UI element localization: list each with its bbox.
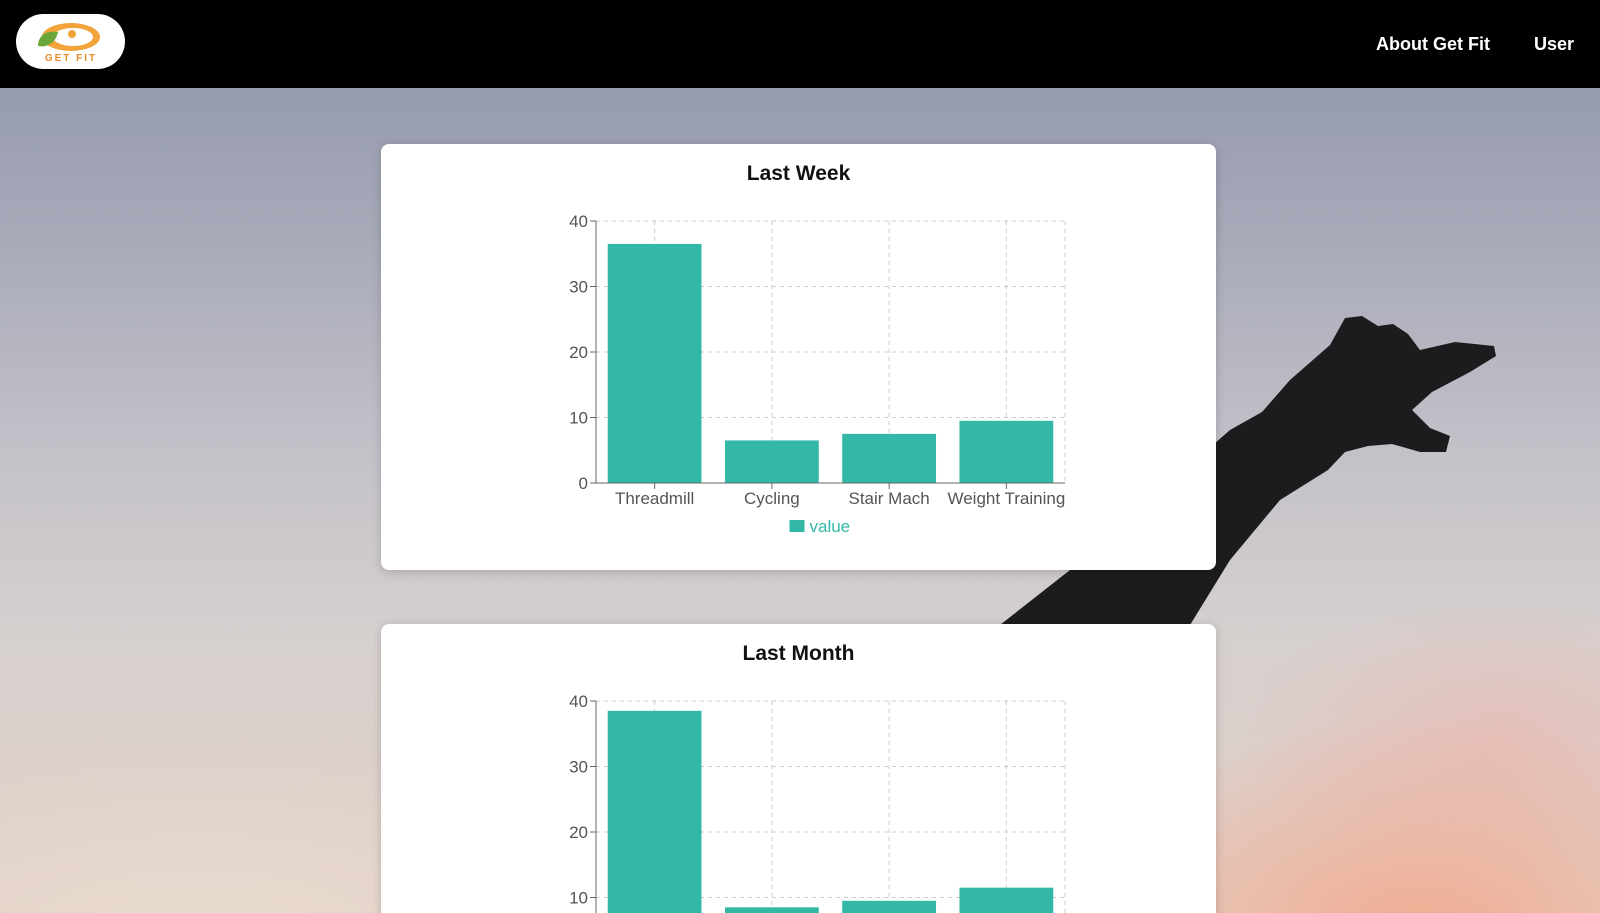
nav-about-get-fit[interactable]: About Get Fit — [1375, 33, 1490, 54]
y-tick-label: 40 — [569, 692, 588, 711]
last-week-card: Last Week 0 10 20 30 40 Threadmill Cycling Stai… — [381, 144, 1216, 570]
bar-stair-mach[interactable] — [842, 900, 937, 913]
y-tick-label: 40 — [569, 212, 588, 231]
bar-weight-training[interactable] — [959, 420, 1054, 483]
y-tick-label: 20 — [569, 343, 588, 362]
logo-text: GET FIT — [45, 53, 97, 64]
y-tick-label: 30 — [569, 758, 588, 777]
bar-cycling[interactable] — [724, 440, 819, 483]
nav-user[interactable]: User — [1533, 33, 1574, 54]
y-tick-label: 30 — [569, 278, 588, 297]
bar-threadmill[interactable] — [607, 710, 702, 913]
leaf-icon — [38, 31, 58, 47]
legend-swatch — [789, 520, 805, 532]
y-tick-label: 10 — [569, 409, 588, 428]
x-tick-label: Cycling — [744, 489, 800, 508]
get-fit-logo[interactable]: GET FIT — [16, 14, 125, 69]
y-tick-label: 0 — [579, 474, 588, 493]
y-tick-label: 20 — [569, 823, 588, 842]
last-month-card: Last Month 010203040ThreadmillCyclingSta… — [381, 624, 1216, 913]
x-tick-label: Threadmill — [615, 489, 694, 508]
legend-label: value — [810, 517, 851, 536]
top-navbar: GET FIT About Get Fit User — [0, 0, 1600, 88]
y-tick-label: 10 — [569, 889, 588, 908]
chart-title: Last Week — [746, 162, 851, 185]
x-tick-label: Stair Mach — [849, 489, 930, 508]
last-week-chart: 0 10 20 30 40 Threadmill Cycling Stair Mach Weig… — [569, 212, 1066, 536]
runner-icon — [68, 30, 76, 38]
chart-title: Last Month — [742, 642, 855, 665]
main-nav: About Get Fit User — [1376, 0, 1574, 88]
bar-weight-training[interactable] — [959, 887, 1054, 913]
x-tick-label: Weight Training — [947, 489, 1065, 508]
bar-stair-mach[interactable] — [842, 433, 937, 483]
bar-cycling[interactable] — [724, 907, 819, 913]
bar-threadmill[interactable] — [607, 243, 702, 483]
